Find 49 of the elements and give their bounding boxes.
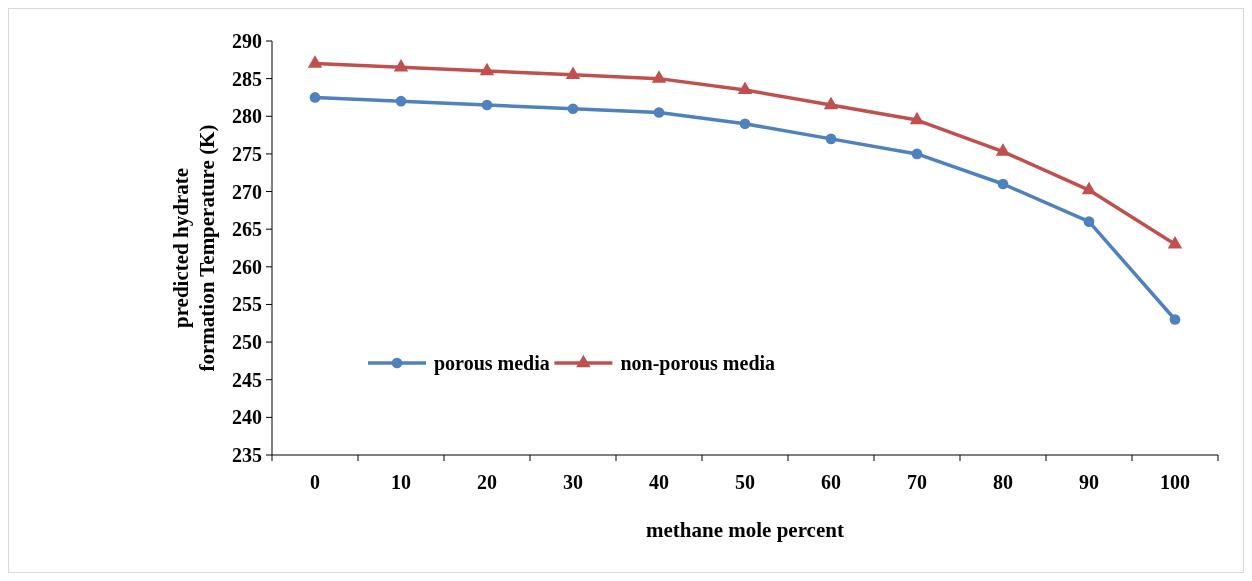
- point: [1169, 314, 1181, 325]
- y-tick-label: 270: [232, 180, 262, 203]
- x-tick-label: 10: [391, 471, 411, 493]
- x-tick-label: 70: [907, 471, 927, 493]
- y-tick-label: 235: [232, 444, 262, 466]
- point: [823, 96, 839, 110]
- y-tick-label: 275: [232, 142, 262, 165]
- legend-label: non-porous media: [620, 352, 776, 375]
- y-tick-label: 245: [232, 368, 262, 391]
- x-tick-label: 50: [735, 471, 755, 493]
- point: [565, 66, 581, 80]
- point: [309, 92, 321, 103]
- point: [737, 81, 753, 95]
- x-tick-label: 80: [993, 471, 1013, 493]
- y-tick-label: 250: [232, 331, 262, 354]
- x-tick-label: 40: [649, 471, 669, 493]
- point: [651, 70, 667, 83]
- legend-label: porous media: [434, 352, 550, 375]
- x-tick-label: 0: [310, 471, 320, 493]
- x-tick-label: 100: [1160, 471, 1190, 493]
- point: [567, 103, 579, 115]
- point: [653, 107, 665, 118]
- point: [995, 143, 1011, 156]
- y-tick-label: 240: [232, 406, 262, 429]
- y-tick-label: 290: [232, 30, 262, 52]
- x-tick-label: 20: [477, 471, 497, 493]
- point: [911, 148, 923, 160]
- y-tick-label: 280: [232, 105, 262, 128]
- point: [395, 95, 407, 107]
- y-tick-label: 255: [232, 293, 262, 316]
- y-axis-title: predicted hydrate formation Temperature (K): [169, 124, 219, 372]
- point: [307, 55, 323, 68]
- y-tick-label: 285: [232, 67, 262, 90]
- x-tick-label: 60: [821, 471, 841, 493]
- point: [1167, 235, 1183, 249]
- x-tick-label: 30: [563, 471, 583, 493]
- point: [909, 111, 925, 125]
- point: [481, 99, 493, 111]
- point: [825, 133, 837, 145]
- point: [1083, 216, 1095, 227]
- point: [393, 59, 409, 72]
- y-tick-label: 265: [232, 218, 262, 241]
- x-tick-label: 90: [1079, 471, 1099, 493]
- point: [479, 62, 495, 76]
- point: [997, 178, 1009, 190]
- y-tick-label: 260: [232, 255, 262, 278]
- point: [739, 118, 751, 130]
- x-axis-title: methane mole percent: [646, 518, 844, 542]
- point: [1081, 181, 1097, 195]
